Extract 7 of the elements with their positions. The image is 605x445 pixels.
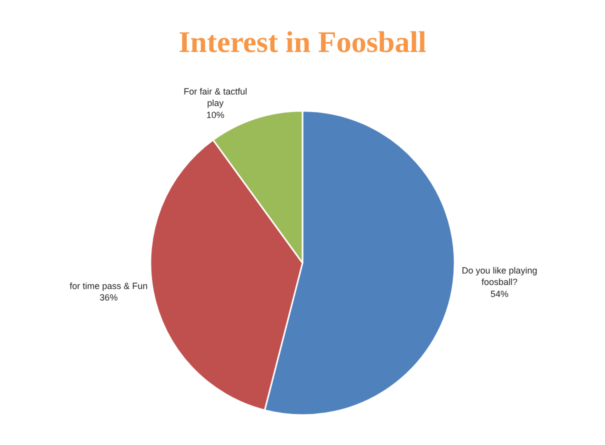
slice-label: Do you like playing foosball? [462,266,538,288]
data-label: 10% [206,110,224,120]
chart-title: Interest in Foosball [178,26,426,60]
data-label: 36% [100,292,118,303]
slice-label: for time pass & Fun [70,280,148,291]
slice-label: For fair & tactful play [184,86,248,108]
data-label: 54% [490,288,509,299]
